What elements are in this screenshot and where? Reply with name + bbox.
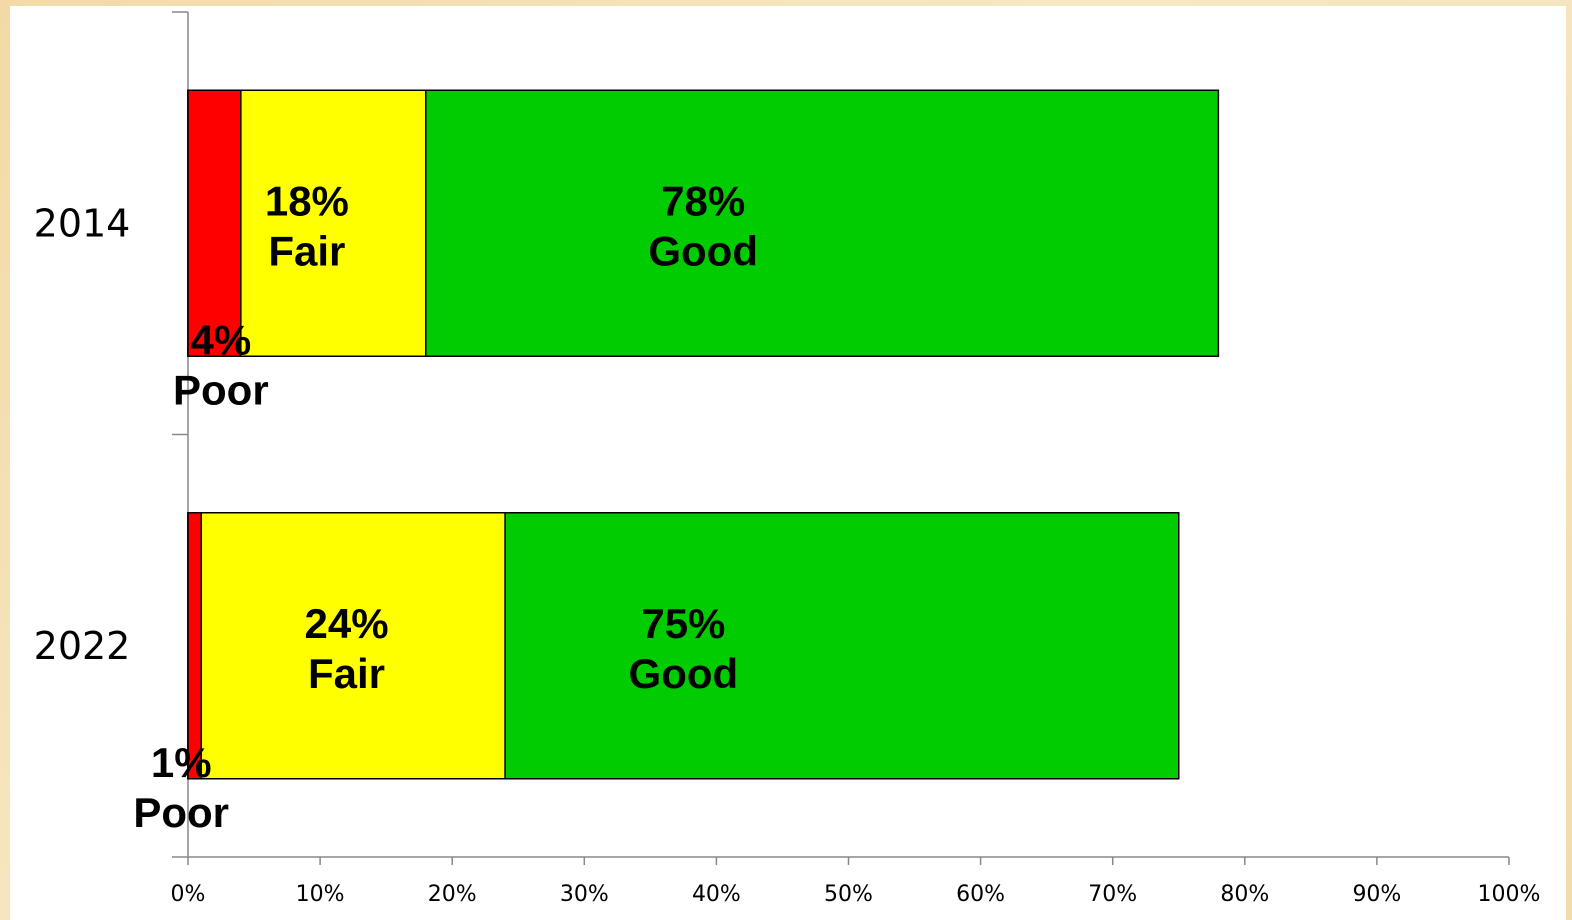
x-tick-label: 30%	[560, 882, 609, 907]
x-tick-label: 60%	[956, 882, 1005, 907]
x-tick-label: 0%	[171, 882, 206, 907]
data-label-line: 24%	[304, 600, 388, 647]
data-label-good: 75% Good	[629, 600, 739, 697]
x-tick-label: 50%	[824, 882, 873, 907]
data-label-line: 18%	[265, 177, 349, 224]
data-label-line: 1%	[151, 739, 212, 786]
bar-segment-poor	[187, 512, 202, 780]
bar-segment-poor	[187, 89, 242, 357]
data-label-line: Good	[648, 227, 758, 274]
data-label-line: Fair	[308, 650, 385, 697]
x-tick-label: 80%	[1220, 882, 1269, 907]
data-label-line: Poor	[133, 789, 229, 836]
data-label-line: Fair	[268, 227, 345, 274]
data-label-fair: 24% Fair	[304, 600, 388, 697]
x-tick-label: 40%	[692, 882, 741, 907]
data-label-line: 4%	[190, 316, 251, 363]
data-label-good: 78% Good	[648, 177, 758, 274]
x-tick-label: 20%	[428, 882, 477, 907]
data-label-line: 75%	[641, 600, 725, 647]
x-tick-label: 90%	[1352, 882, 1401, 907]
data-label-poor: 1% Poor	[133, 739, 229, 836]
data-label-fair: 18% Fair	[265, 177, 349, 274]
bar-segment-fair	[187, 512, 506, 780]
x-tick-label: 10%	[296, 882, 345, 907]
category-label: 2022	[34, 624, 131, 668]
data-label-poor: 4% Poor	[173, 316, 269, 413]
data-label-line: Good	[629, 650, 739, 697]
x-tick-label: 100%	[1478, 882, 1541, 907]
category-label: 2014	[34, 201, 131, 245]
data-label-line: 78%	[661, 177, 745, 224]
x-tick-label: 70%	[1088, 882, 1137, 907]
data-label-line: Poor	[173, 366, 269, 413]
